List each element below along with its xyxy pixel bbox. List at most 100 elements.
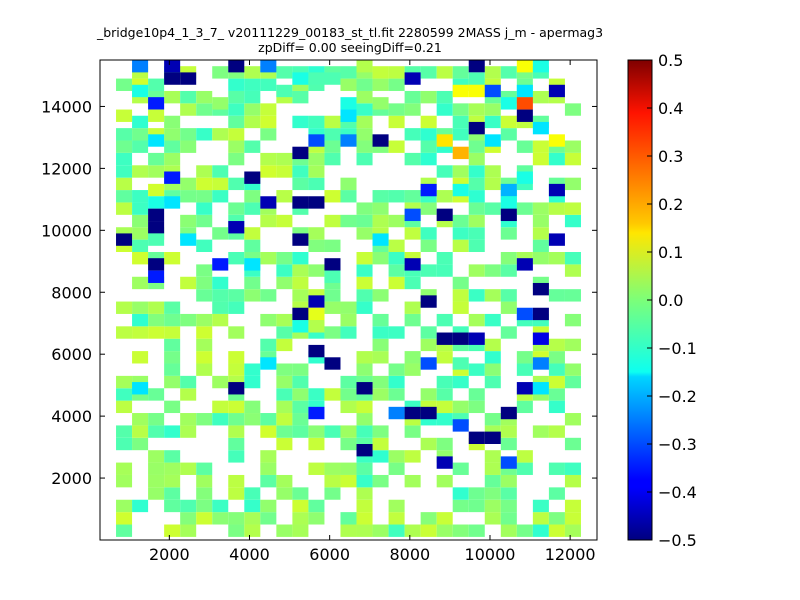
heatmap-cell: [340, 425, 357, 438]
heatmap-cell: [292, 233, 309, 246]
heatmap-cell: [164, 252, 181, 265]
heatmap-cell: [452, 239, 469, 252]
heatmap-cell: [180, 388, 197, 401]
heatmap-cell: [532, 382, 549, 395]
heatmap-cell: [372, 425, 389, 438]
heatmap-cell: [500, 326, 517, 339]
heatmap-cell: [212, 258, 229, 271]
heatmap-cell: [548, 425, 565, 438]
heatmap-cell: [260, 338, 277, 352]
heatmap-cell: [244, 400, 261, 414]
heatmap-cell: [276, 413, 293, 426]
heatmap-cell: [132, 382, 149, 395]
heatmap-cell: [164, 115, 181, 129]
heatmap-cell: [564, 338, 581, 352]
heatmap-cell: [228, 301, 245, 314]
heatmap-cell: [436, 90, 453, 104]
heatmap-cell: [404, 152, 421, 166]
heatmap-cell: [196, 338, 213, 352]
heatmap-cell: [404, 450, 421, 463]
heatmap-cell: [292, 375, 309, 389]
heatmap-cell: [308, 295, 325, 308]
heatmap-cell: [372, 202, 389, 215]
heatmap-cell: [324, 462, 341, 475]
heatmap-cell: [452, 524, 469, 537]
heatmap-cell: [292, 388, 309, 401]
heatmap-cell: [292, 252, 309, 265]
heatmap-cell: [292, 512, 309, 525]
heatmap-cell: [228, 177, 245, 191]
heatmap-cell: [452, 214, 469, 228]
heatmap-cell: [324, 289, 341, 302]
heatmap-cell: [484, 499, 501, 513]
heatmap-cell: [148, 450, 165, 463]
heatmap-cell: [324, 258, 341, 271]
heatmap-cell: [356, 462, 373, 475]
heatmap-cell: [164, 425, 181, 438]
heatmap-cell: [324, 326, 341, 339]
heatmap-cell: [516, 109, 533, 122]
heatmap-cell: [516, 450, 533, 463]
heatmap-cell: [516, 400, 533, 414]
heatmap-cell: [164, 152, 181, 166]
heatmap-cell: [212, 97, 229, 110]
heatmap-cell: [468, 400, 485, 414]
heatmap-cell: [308, 152, 325, 166]
heatmap-cell: [116, 474, 133, 488]
heatmap-cell: [228, 487, 245, 500]
heatmap-cell: [468, 60, 485, 73]
heatmap-cell: [372, 524, 389, 537]
heatmap-cell: [308, 344, 325, 358]
heatmap-cell: [468, 202, 485, 215]
heatmap-cell: [244, 140, 261, 153]
heatmap-cell: [532, 227, 549, 240]
heatmap-cell: [484, 487, 501, 500]
heatmap-cell: [228, 115, 245, 129]
heatmap-cell: [452, 276, 469, 290]
chart-subtitle: zpDiff= 0.00 seeingDiff=0.21: [258, 40, 442, 55]
heatmap-cell: [116, 165, 133, 178]
heatmap-cell: [420, 128, 437, 141]
heatmap-cell: [116, 233, 133, 246]
heatmap-cell: [148, 233, 165, 246]
heatmap-cell: [228, 512, 245, 525]
heatmap-cell: [276, 152, 293, 166]
heatmap-cell: [436, 400, 453, 414]
heatmap-cell: [228, 152, 245, 166]
heatmap-cell: [516, 84, 533, 98]
heatmap-cell: [244, 227, 261, 240]
heatmap-cell: [116, 462, 133, 475]
y-tick-label: 2000: [51, 469, 92, 488]
heatmap-cell: [372, 474, 389, 488]
heatmap-cell: [132, 60, 149, 73]
heatmap-cell: [276, 437, 293, 451]
colorbar-tick-label: −0.5: [658, 531, 697, 550]
heatmap-cell: [244, 487, 261, 500]
heatmap-cell: [404, 276, 421, 290]
heatmap-cell: [292, 72, 309, 85]
colorbar-tick-label: −0.4: [658, 483, 697, 502]
x-axis: 2000 4000 6000 8000 10000 12000: [149, 60, 596, 564]
heatmap-cell: [500, 252, 517, 265]
heatmap-cell: [148, 152, 165, 166]
heatmap-cell: [292, 425, 309, 438]
heatmap-cell: [292, 487, 309, 500]
heatmap-cell: [276, 524, 293, 537]
heatmap-cell: [228, 363, 245, 376]
heatmap-cell: [308, 177, 325, 191]
colorbar-tick-label: −0.1: [658, 339, 697, 358]
heatmap-cell: [388, 363, 405, 376]
heatmap-cell: [260, 413, 277, 426]
heatmap-cell: [564, 214, 581, 228]
heatmap-cell: [164, 363, 181, 376]
heatmap-cell: [436, 413, 453, 426]
heatmap-cell: [340, 437, 357, 451]
heatmap-cell: [148, 313, 165, 327]
heatmap-cell: [356, 301, 373, 314]
heatmap-cell: [548, 289, 565, 302]
heatmap-cell: [164, 474, 181, 488]
heatmap-cell: [452, 462, 469, 475]
heatmap-cell: [356, 128, 373, 141]
heatmap-cell: [180, 72, 197, 85]
heatmap-cell: [164, 499, 181, 513]
